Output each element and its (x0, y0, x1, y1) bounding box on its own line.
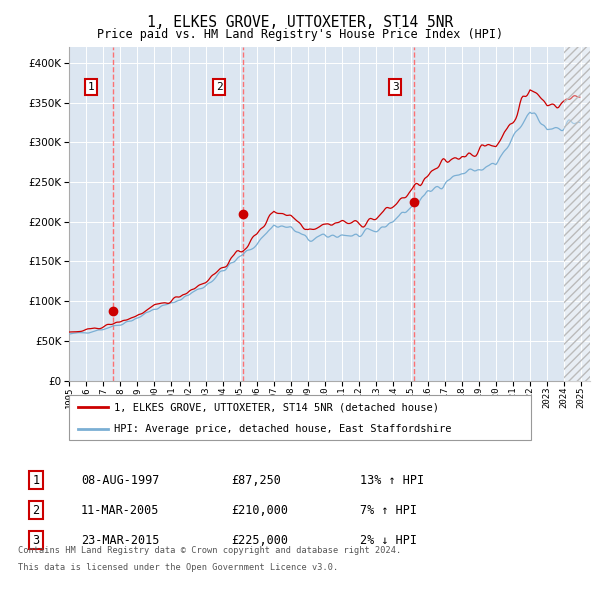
Text: 7% ↑ HPI: 7% ↑ HPI (360, 503, 417, 516)
Text: 08-AUG-1997: 08-AUG-1997 (81, 474, 160, 487)
Bar (564, 24, 590, 381)
Text: 3: 3 (32, 533, 40, 546)
Text: £225,000: £225,000 (231, 533, 288, 546)
Text: 11-MAR-2005: 11-MAR-2005 (81, 503, 160, 516)
Text: Contains HM Land Registry data © Crown copyright and database right 2024.: Contains HM Land Registry data © Crown c… (18, 546, 401, 555)
Text: 23-MAR-2015: 23-MAR-2015 (81, 533, 160, 546)
Text: 2: 2 (32, 503, 40, 516)
Text: HPI: Average price, detached house, East Staffordshire: HPI: Average price, detached house, East… (114, 424, 452, 434)
Text: 2: 2 (216, 82, 223, 92)
Text: 3: 3 (392, 82, 398, 92)
Text: 1, ELKES GROVE, UTTOXETER, ST14 5NR: 1, ELKES GROVE, UTTOXETER, ST14 5NR (147, 15, 453, 30)
Text: 13% ↑ HPI: 13% ↑ HPI (360, 474, 424, 487)
Text: 2% ↓ HPI: 2% ↓ HPI (360, 533, 417, 546)
Text: £87,250: £87,250 (231, 474, 281, 487)
Text: £210,000: £210,000 (231, 503, 288, 516)
Text: 1: 1 (32, 474, 40, 487)
Text: 1: 1 (88, 82, 95, 92)
Text: Price paid vs. HM Land Registry's House Price Index (HPI): Price paid vs. HM Land Registry's House … (97, 28, 503, 41)
Text: This data is licensed under the Open Government Licence v3.0.: This data is licensed under the Open Gov… (18, 563, 338, 572)
Text: 1, ELKES GROVE, UTTOXETER, ST14 5NR (detached house): 1, ELKES GROVE, UTTOXETER, ST14 5NR (det… (114, 402, 439, 412)
